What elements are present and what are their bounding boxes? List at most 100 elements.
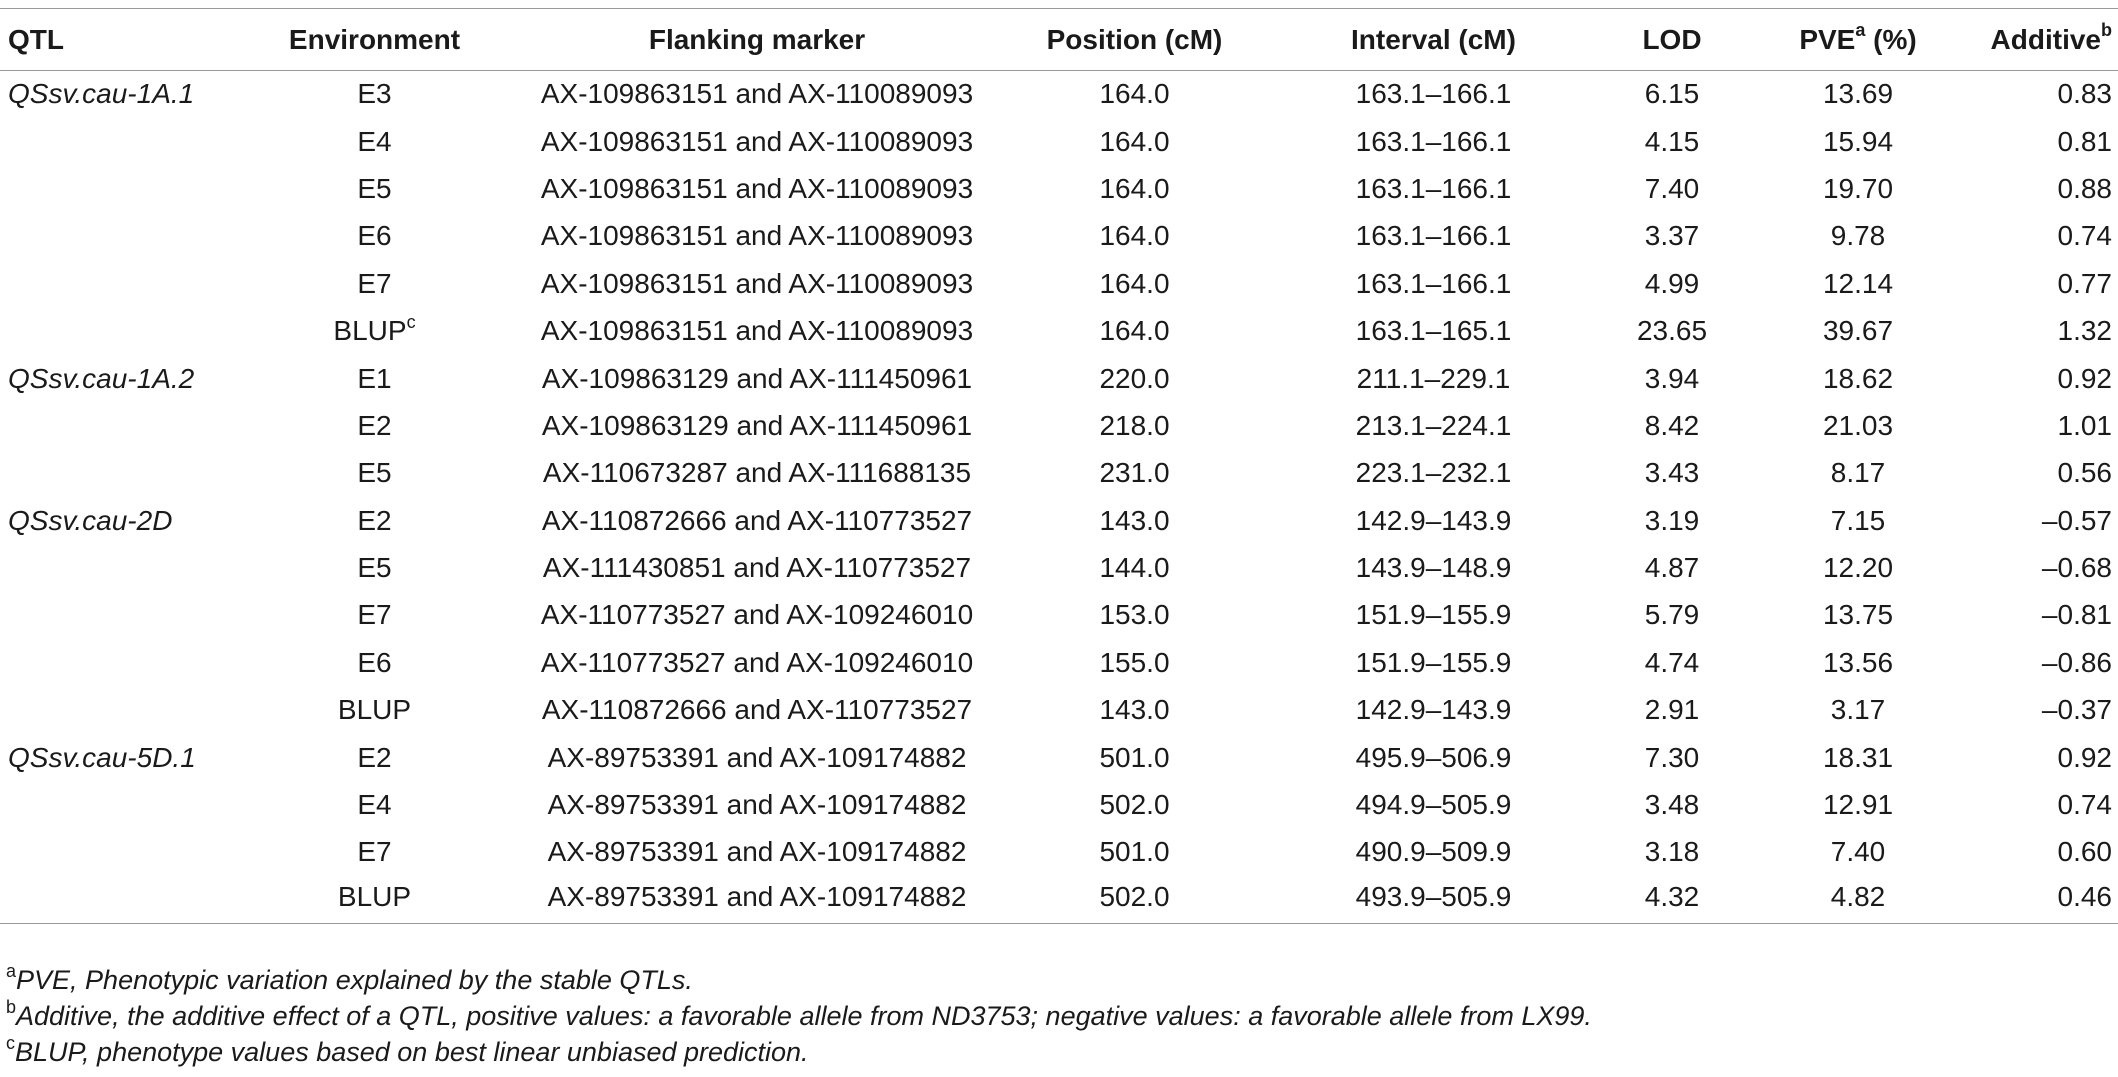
cell-flanking-marker: AX-110872666 and AX-110773527 <box>541 694 973 726</box>
cell-additive: –0.81 <box>2041 599 2112 631</box>
cell-lod: 4.15 <box>1644 125 1700 157</box>
cell-environment: E2 <box>222 497 527 544</box>
cell-additive: 0.83 <box>2057 78 2113 110</box>
cell-additive: 1.01 <box>2057 409 2113 441</box>
cell-interval: 143.9–148.9 <box>1355 552 1512 584</box>
cell-pve: 18.31 <box>1822 741 1894 773</box>
cell-flanking-marker: AX-109863129 and AX-111450961 <box>541 409 973 441</box>
footnote-text: PVE, Phenotypic variation explained by t… <box>16 965 693 995</box>
cell-position: 164.0 <box>1099 220 1170 252</box>
cell-additive: –0.37 <box>2041 694 2112 726</box>
cell-additive: –0.86 <box>2041 646 2112 678</box>
cell-flanking-marker: AX-110872666 and AX-110773527 <box>541 504 973 536</box>
cell-lod: 3.48 <box>1644 789 1700 821</box>
cell-interval: 163.1–166.1 <box>1355 172 1512 204</box>
cell-pve: 8.17 <box>1830 457 1886 489</box>
cell-qtl <box>0 829 222 876</box>
environment-footnote-mark: c <box>406 311 416 332</box>
cell-interval: 142.9–143.9 <box>1355 694 1512 726</box>
table-row: E5 AX-109863151 and AX-110089093 164.0 163.… <box>0 165 2118 212</box>
header-environment: Environment <box>222 8 527 71</box>
cell-interval: 163.1–166.1 <box>1355 125 1512 157</box>
cell-environment: E7 <box>222 829 527 876</box>
cell-interval: 490.9–509.9 <box>1355 836 1512 868</box>
environment-label: E4 <box>357 789 392 821</box>
cell-flanking-marker: AX-109863151 and AX-110089093 <box>540 315 974 347</box>
cell-qtl <box>0 450 222 497</box>
cell-environment: BLUP <box>222 687 527 734</box>
cell-flanking-marker: AX-89753391 and AX-109174882 <box>547 880 967 912</box>
cell-interval: 142.9–143.9 <box>1355 504 1512 536</box>
table-row: E5 AX-111430851 and AX-110773527 144.0 143.… <box>0 544 2118 591</box>
cell-position: 164.0 <box>1099 78 1170 110</box>
header-pve-footnote-mark: a <box>1855 20 1866 41</box>
environment-label: E2 <box>357 409 392 441</box>
cell-pve: 12.14 <box>1822 267 1894 299</box>
cell-environment: E4 <box>222 781 527 828</box>
header-pve-label: PVE <box>1799 23 1856 55</box>
cell-lod: 8.42 <box>1644 409 1700 441</box>
cell-lod: 2.91 <box>1644 694 1700 726</box>
cell-environment: E6 <box>222 213 527 260</box>
cell-position: 231.0 <box>1099 457 1170 489</box>
cell-position: 502.0 <box>1099 789 1170 821</box>
cell-interval: 495.9–506.9 <box>1355 741 1512 773</box>
header-lod: LOD <box>1585 8 1759 71</box>
cell-lod: 4.87 <box>1644 552 1700 584</box>
header-row: QTL Environment Flanking marker Position… <box>0 8 2118 71</box>
cell-position: 164.0 <box>1099 125 1170 157</box>
cell-additive: 0.81 <box>2057 125 2113 157</box>
cell-environment: E3 <box>222 71 527 118</box>
cell-lod: 3.19 <box>1644 504 1700 536</box>
footnote: aPVE, Phenotypic variation explained by … <box>6 962 1592 998</box>
cell-pve: 4.82 <box>1830 880 1886 912</box>
cell-lod: 7.40 <box>1644 172 1700 204</box>
cell-additive: –0.68 <box>2041 552 2112 584</box>
table-row: BLUP AX-110872666 and AX-110773527 143.0 14… <box>0 687 2118 734</box>
cell-interval: 151.9–155.9 <box>1355 599 1512 631</box>
cell-environment: BLUP <box>222 876 527 923</box>
cell-lod: 4.74 <box>1644 646 1700 678</box>
cell-flanking-marker: AX-89753391 and AX-109174882 <box>547 741 967 773</box>
cell-environment: E5 <box>222 450 527 497</box>
cell-flanking-marker: AX-109863151 and AX-110089093 <box>540 78 974 110</box>
cell-position: 155.0 <box>1099 646 1170 678</box>
cell-environment: E2 <box>222 734 527 781</box>
footnotes: aPVE, Phenotypic variation explained by … <box>6 962 1592 1070</box>
qtl-table: QTL Environment Flanking marker Position… <box>0 8 2118 924</box>
table-row: E7 AX-109863151 and AX-110089093 164.0 163.… <box>0 260 2118 307</box>
footnote: cBLUP, phenotype values based on best li… <box>6 1034 1592 1070</box>
cell-position: 501.0 <box>1099 741 1170 773</box>
cell-position: 502.0 <box>1099 880 1170 912</box>
cell-pve: 13.56 <box>1822 646 1894 678</box>
cell-lod: 7.30 <box>1644 741 1700 773</box>
cell-interval: 163.1–165.1 <box>1355 315 1512 347</box>
cell-position: 164.0 <box>1099 315 1170 347</box>
table-row: QSsv.cau-1A.2 E1 AX-109863129 and AX-11145… <box>0 355 2118 402</box>
environment-label: E5 <box>357 457 392 489</box>
header-additive: Additiveb <box>1957 8 2118 71</box>
cell-pve: 12.91 <box>1822 789 1894 821</box>
cell-lod: 4.99 <box>1644 267 1700 299</box>
table-row: QSsv.cau-5D.1 E2 AX-89753391 and AX-109174… <box>0 734 2118 781</box>
cell-environment: E7 <box>222 592 527 639</box>
cell-qtl: QSsv.cau-1A.1 <box>8 78 195 110</box>
cell-position: 153.0 <box>1099 599 1170 631</box>
cell-lod: 5.79 <box>1644 599 1700 631</box>
footnote: bAdditive, the additive effect of a QTL,… <box>6 998 1592 1034</box>
cell-qtl <box>0 213 222 260</box>
header-additive-footnote-mark: b <box>2101 20 2112 41</box>
cell-pve: 21.03 <box>1822 409 1894 441</box>
cell-pve: 12.20 <box>1822 552 1894 584</box>
cell-lod: 3.18 <box>1644 836 1700 868</box>
footnote-mark: c <box>6 1033 15 1053</box>
cell-lod: 3.94 <box>1644 362 1700 394</box>
cell-qtl <box>0 687 222 734</box>
cell-qtl <box>0 165 222 212</box>
table-row: E6 AX-110773527 and AX-109246010 155.0 151.… <box>0 639 2118 686</box>
cell-position: 164.0 <box>1099 267 1170 299</box>
environment-label: E2 <box>357 504 392 536</box>
cell-additive: 0.92 <box>2057 362 2113 394</box>
cell-interval: 494.9–505.9 <box>1355 789 1512 821</box>
